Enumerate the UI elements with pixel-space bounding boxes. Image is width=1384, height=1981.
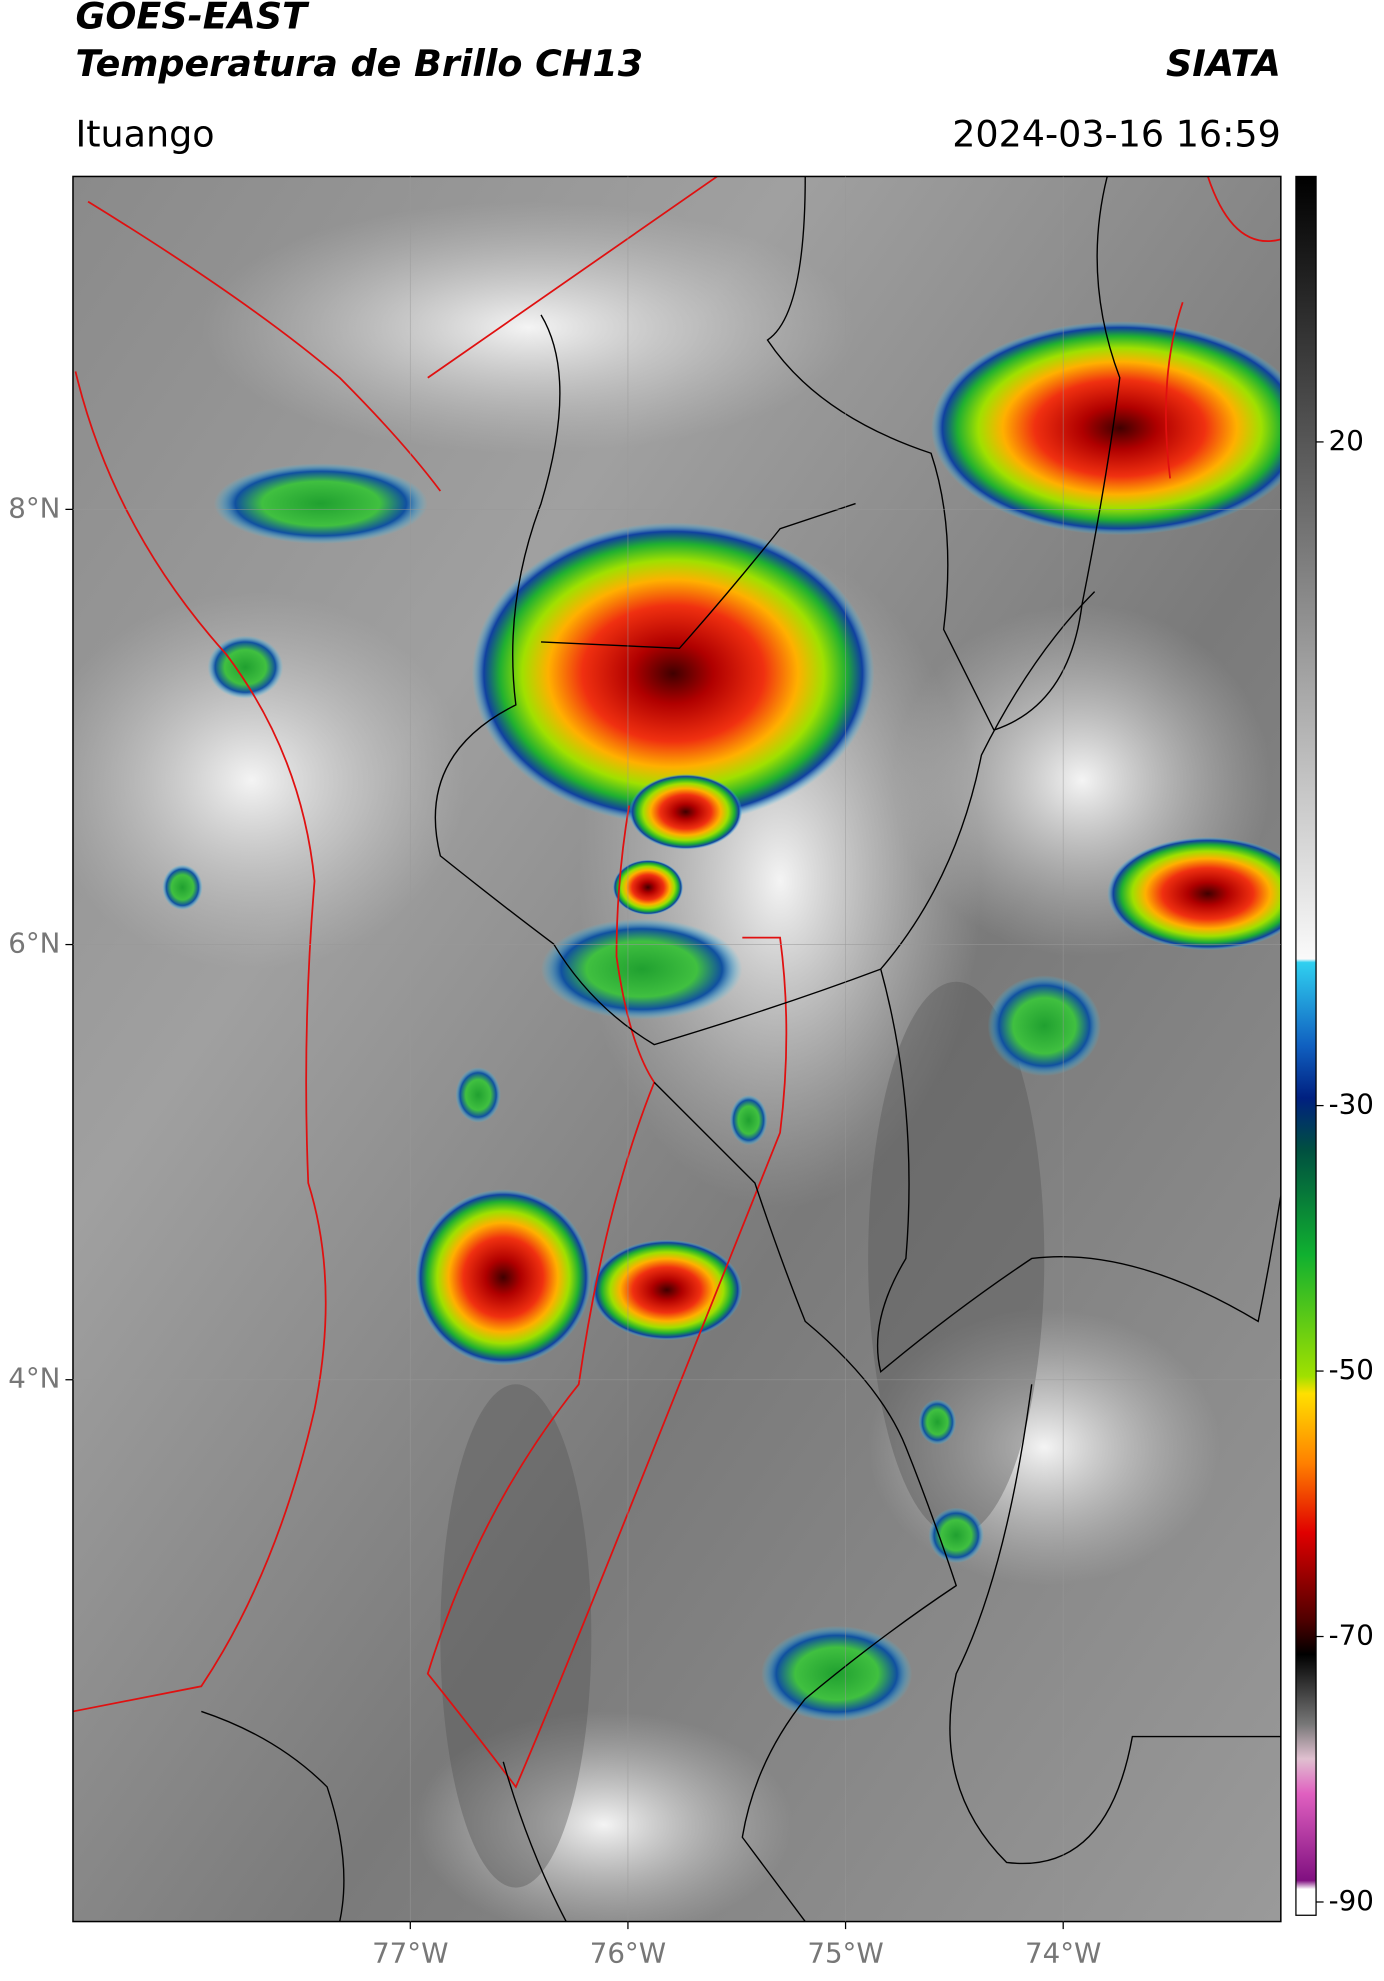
- location: Ituango: [75, 113, 214, 156]
- colorbar-tick-label: -70: [1329, 1619, 1374, 1652]
- title: GOES-EAST: [75, 0, 310, 37]
- x-tick-label: 75°W: [807, 1936, 883, 1969]
- colorbar-tick-label: -30: [1329, 1088, 1374, 1121]
- y-tick-label: 8°N: [8, 491, 60, 524]
- x-tick-label: 77°W: [372, 1936, 448, 1969]
- x-tick-label: 76°W: [590, 1936, 666, 1969]
- colorbar-tick-label: -90: [1329, 1884, 1374, 1917]
- colorbar-tick-label: 20: [1329, 424, 1364, 457]
- x-tick-label: 74°W: [1025, 1936, 1101, 1969]
- borders: [72, 176, 1281, 1922]
- source: SIATA: [1166, 42, 1281, 85]
- datetime: 2024-03-16 16:59: [952, 113, 1281, 156]
- subtitle: Temperatura de Brillo CH13: [75, 42, 643, 85]
- satellite-image: [72, 176, 1281, 1922]
- map-frame: [72, 175, 1282, 1923]
- colorbar: [1295, 175, 1317, 1916]
- y-tick-label: 6°N: [8, 927, 60, 960]
- colorbar-tick-label: -50: [1329, 1353, 1374, 1386]
- y-tick-label: 4°N: [8, 1362, 60, 1395]
